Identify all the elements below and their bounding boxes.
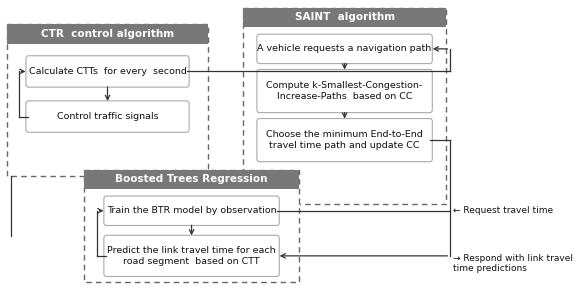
Text: Boosted Trees Regression: Boosted Trees Regression [115, 174, 268, 184]
Bar [84, 170, 299, 282]
Text: ← Request travel time: ← Request travel time [454, 206, 553, 215]
Bar [7, 24, 208, 176]
FancyBboxPatch shape [257, 34, 432, 64]
Text: SAINT  algorithm: SAINT algorithm [294, 13, 395, 22]
FancyBboxPatch shape [26, 101, 189, 132]
Text: → Respond with link travel
time predictions: → Respond with link travel time predicti… [454, 254, 574, 273]
Text: CTR  control algorithm: CTR control algorithm [41, 29, 174, 39]
FancyBboxPatch shape [257, 119, 432, 162]
FancyBboxPatch shape [104, 196, 279, 225]
Text: Calculate CTTs  for every  second: Calculate CTTs for every second [29, 67, 186, 76]
Bar [243, 8, 446, 27]
Text: Compute k-Smallest-Congestion-
Increase-Paths  based on CC: Compute k-Smallest-Congestion- Increase-… [267, 81, 423, 101]
Text: A vehicle requests a navigation path: A vehicle requests a navigation path [257, 44, 432, 53]
Text: Train the BTR model by observation: Train the BTR model by observation [107, 206, 276, 215]
Bar [243, 8, 446, 204]
FancyBboxPatch shape [104, 235, 279, 277]
Bar [84, 170, 299, 189]
Text: Predict the link travel time for each
road segment  based on CTT: Predict the link travel time for each ro… [107, 246, 276, 265]
FancyBboxPatch shape [26, 56, 189, 87]
Text: Choose the minimum End-to-End
travel time path and update CC: Choose the minimum End-to-End travel tim… [266, 131, 423, 150]
Bar [7, 24, 208, 44]
Text: Control traffic signals: Control traffic signals [57, 112, 158, 121]
FancyBboxPatch shape [257, 69, 432, 113]
